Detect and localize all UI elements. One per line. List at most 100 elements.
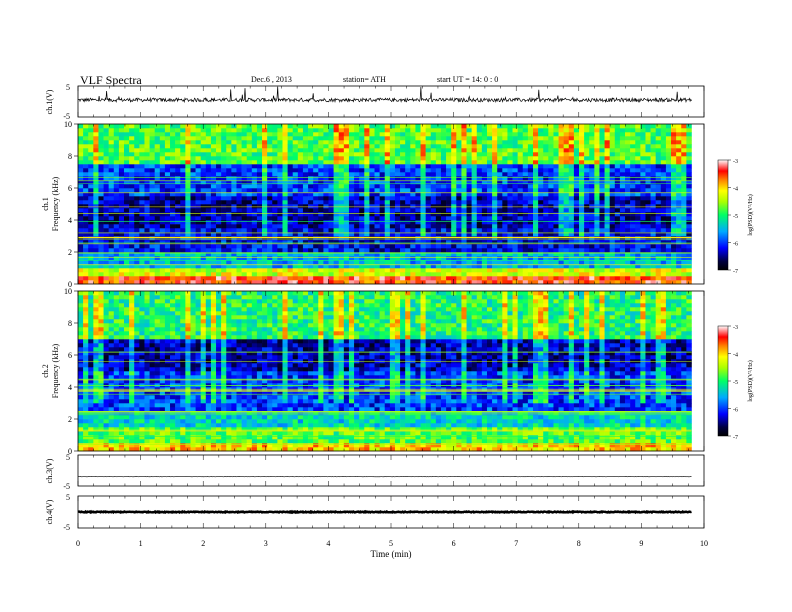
ch1_spec-cell [630, 272, 636, 277]
ch1_spec-cell [640, 204, 646, 209]
ch1_spec-cell [287, 272, 294, 277]
ch1_spec-cell [420, 164, 426, 169]
ch1_spec-cell [369, 240, 375, 245]
ch1_spec-cell [328, 148, 334, 153]
ch1_spec-cell [302, 148, 309, 153]
ch1_spec-cell [328, 216, 334, 221]
ch2_spec-cell [88, 443, 94, 448]
ch1_spec-cell [430, 268, 437, 273]
ch1_spec-cell [124, 164, 130, 169]
ch1_spec-cell [440, 196, 447, 201]
ch1_spec-cell [256, 256, 263, 261]
ch1_spec-cell [543, 216, 549, 221]
ch1_spec-cell [471, 236, 478, 241]
ch1_spec-cell [671, 140, 677, 145]
ch1_spec-cell [78, 280, 84, 285]
ch1_spec-cell [451, 164, 457, 169]
ch1_spec-cell [563, 264, 570, 269]
ch1_spec-cell [118, 152, 125, 157]
ch1_spec-cell [517, 132, 524, 137]
ch1_spec-cell [175, 216, 181, 221]
ch1_spec-cell [118, 180, 125, 185]
ch1_spec-cell [139, 152, 145, 157]
ch1_spec-cell [471, 212, 478, 217]
ch1_spec-cell [614, 160, 621, 165]
ch1_spec-cell [594, 220, 600, 225]
ch1_spec-cell [435, 252, 442, 257]
ch1_spec-cell [640, 128, 646, 133]
ch1_spec-cell [527, 268, 534, 273]
ch1_spec-cell [359, 184, 365, 189]
ch1_spec-cell [435, 268, 442, 273]
ch1_spec-cell [415, 204, 421, 209]
ch1_spec-cell [533, 188, 539, 193]
ch1_spec-cell [630, 152, 636, 157]
ch1_spec-cell [415, 148, 421, 153]
ch1_spec-cell [384, 168, 391, 173]
ch1_spec-cell [139, 136, 145, 141]
ch1_spec-cell [108, 204, 115, 209]
ch1_spec-cell [103, 240, 109, 245]
ch1_spec-cell [369, 224, 375, 229]
ch1_spec-cell [681, 256, 687, 261]
ch1_spec-cell [272, 144, 278, 149]
ch1_spec-cell [139, 280, 145, 285]
ch1_spec-cell [323, 224, 329, 229]
ch1_spec-cell [195, 200, 201, 205]
ch1_spec-cell [681, 264, 687, 269]
ch1_spec-cell [88, 216, 94, 221]
ch1_spec-cell [226, 124, 232, 129]
ch1_spec-cell [78, 188, 84, 193]
ch1_spec-cell [573, 228, 580, 233]
ch1_spec-cell [256, 220, 263, 225]
ch1_spec-cell [313, 164, 319, 169]
ch1_spec-cell [103, 272, 109, 277]
ch1_spec-cell [558, 212, 564, 217]
ch1_spec-cell [625, 244, 631, 249]
ch1_spec-cell [292, 176, 299, 181]
ch1_spec-cell [216, 268, 222, 273]
ch1_spec-cell [359, 224, 365, 229]
ch1_spec-cell [650, 280, 656, 285]
ch2_spec-cell [78, 399, 84, 404]
ch1_spec-cell [287, 152, 294, 157]
ch1_spec-cell [481, 276, 488, 281]
ch1_spec-cell [681, 268, 687, 273]
ch1_spec-cell [343, 176, 350, 181]
ch1_spec-cell [113, 224, 120, 229]
ch1_spec-cell [405, 260, 411, 265]
ch1_spec-cell [170, 140, 176, 145]
ch2_spec-cell [78, 407, 84, 412]
ch1_spec-cell [318, 188, 324, 193]
ch1_spec-cell [533, 240, 539, 245]
ch1_spec-cell [124, 180, 130, 185]
ch1_spec-cell [435, 136, 442, 141]
ch1_spec-cell [522, 244, 529, 249]
ch1_spec-cell [599, 268, 605, 273]
ch1_spec-cell [410, 156, 416, 161]
ch1_spec-cell [267, 212, 273, 217]
ch1_spec-cell [241, 148, 247, 153]
ch1-ylabel: ch.1(V) [45, 89, 54, 114]
ch1-colorbar-ticks: -3-4-5-6-7 [728, 159, 738, 275]
ch1_spec-cell [609, 168, 616, 173]
ch1_spec-cell [195, 228, 201, 233]
ch1_spec-cell [573, 244, 580, 249]
ch1_spec-cell [671, 168, 677, 173]
ch1_spec-cell [287, 192, 294, 197]
ch2_spec-cell [88, 411, 94, 416]
ch1_spec-cell [354, 140, 360, 145]
ch2_spec-cell [78, 415, 84, 420]
ch1_spec-cell [103, 140, 109, 145]
ch1_spec-cell [446, 272, 452, 277]
ch1_spec-cell [645, 156, 651, 161]
ch1_spec-cell [108, 248, 115, 253]
ch1_spec-cell [180, 160, 186, 165]
ch1_spec-cell [195, 164, 201, 169]
ch1_spec-cell [400, 140, 406, 145]
ch1_spec-cell [83, 236, 89, 241]
ch2_spec-cell [88, 439, 94, 444]
ch1_spec-cell [594, 208, 600, 213]
ch1_spec-cell [246, 264, 253, 269]
ch2_spec-cell [83, 379, 89, 384]
